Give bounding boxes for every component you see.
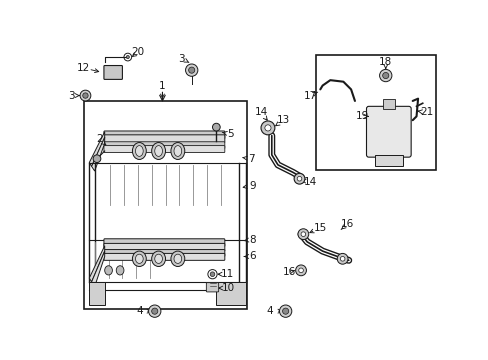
Circle shape: [279, 305, 291, 317]
FancyBboxPatch shape: [104, 249, 224, 256]
Circle shape: [379, 69, 391, 82]
Ellipse shape: [135, 254, 143, 264]
Bar: [374, 155, 402, 166]
Ellipse shape: [154, 145, 162, 156]
Text: 8: 8: [249, 235, 255, 244]
Circle shape: [337, 253, 347, 264]
Text: 14: 14: [303, 177, 316, 187]
Circle shape: [297, 229, 308, 239]
Circle shape: [185, 64, 198, 76]
Text: 4: 4: [136, 306, 142, 316]
Polygon shape: [89, 246, 104, 282]
Polygon shape: [89, 132, 104, 166]
Ellipse shape: [171, 143, 184, 159]
Bar: [316, 55, 435, 170]
Circle shape: [282, 308, 288, 314]
Text: 3: 3: [68, 91, 75, 100]
Polygon shape: [91, 137, 104, 171]
FancyBboxPatch shape: [104, 239, 224, 247]
Circle shape: [207, 270, 217, 279]
Circle shape: [261, 121, 274, 135]
Text: 16: 16: [282, 267, 296, 277]
FancyBboxPatch shape: [104, 145, 224, 153]
Bar: [84, 101, 246, 309]
Circle shape: [123, 53, 131, 61]
Text: 5: 5: [226, 129, 233, 139]
Text: 2: 2: [96, 134, 102, 144]
Circle shape: [293, 173, 305, 184]
FancyBboxPatch shape: [366, 106, 410, 157]
Text: 19: 19: [355, 111, 368, 121]
Ellipse shape: [104, 266, 112, 275]
Polygon shape: [89, 282, 104, 305]
Ellipse shape: [135, 145, 143, 156]
Text: 1: 1: [159, 81, 165, 91]
FancyBboxPatch shape: [104, 135, 224, 143]
Circle shape: [188, 67, 194, 73]
Circle shape: [212, 123, 220, 131]
Circle shape: [210, 272, 214, 276]
Circle shape: [340, 256, 344, 261]
Text: 14: 14: [254, 108, 267, 117]
Ellipse shape: [174, 254, 182, 264]
Ellipse shape: [171, 251, 184, 266]
Text: 20: 20: [131, 48, 144, 58]
Circle shape: [82, 93, 88, 98]
Ellipse shape: [132, 143, 146, 159]
FancyBboxPatch shape: [206, 283, 218, 292]
FancyBboxPatch shape: [104, 66, 122, 80]
Bar: [382, 99, 394, 109]
Circle shape: [80, 90, 91, 101]
Ellipse shape: [132, 251, 146, 266]
Text: 4: 4: [266, 306, 273, 316]
Ellipse shape: [154, 254, 162, 264]
Text: 17: 17: [303, 91, 316, 100]
Ellipse shape: [116, 266, 123, 275]
Circle shape: [151, 308, 158, 314]
FancyBboxPatch shape: [104, 142, 224, 149]
Text: 11: 11: [221, 269, 234, 279]
Circle shape: [126, 55, 129, 59]
Text: 13: 13: [276, 115, 289, 125]
Circle shape: [297, 176, 301, 181]
Text: 12: 12: [76, 63, 90, 73]
FancyBboxPatch shape: [104, 253, 224, 260]
Polygon shape: [216, 282, 245, 305]
Ellipse shape: [151, 143, 165, 159]
Text: 18: 18: [378, 58, 391, 67]
Text: 10: 10: [221, 283, 234, 293]
Circle shape: [93, 155, 101, 163]
Text: 16: 16: [340, 219, 353, 229]
Text: 21: 21: [419, 108, 432, 117]
FancyBboxPatch shape: [104, 243, 224, 251]
Ellipse shape: [151, 251, 165, 266]
Circle shape: [298, 268, 303, 273]
Circle shape: [295, 265, 306, 276]
Text: 3: 3: [178, 54, 184, 64]
Circle shape: [382, 72, 388, 78]
Text: 7: 7: [247, 154, 254, 164]
Polygon shape: [91, 251, 104, 287]
FancyBboxPatch shape: [104, 131, 224, 139]
Ellipse shape: [174, 145, 182, 156]
Text: 9: 9: [249, 181, 255, 191]
Text: 6: 6: [249, 252, 255, 261]
Circle shape: [148, 305, 161, 317]
Circle shape: [264, 125, 270, 131]
Text: 15: 15: [313, 223, 326, 233]
Circle shape: [301, 232, 305, 237]
